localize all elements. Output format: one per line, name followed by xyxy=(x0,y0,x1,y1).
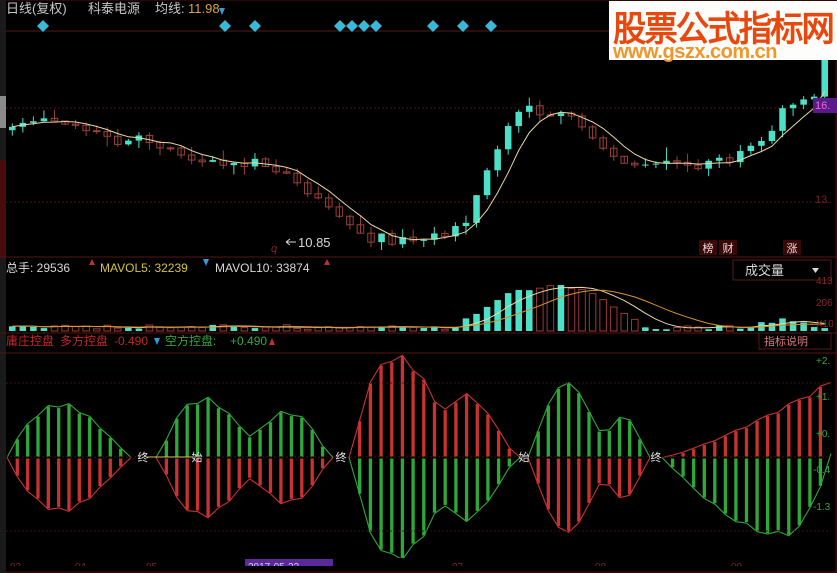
svg-text:MAVOL10: 33874: MAVOL10: 33874 xyxy=(215,261,310,275)
svg-text:始: 始 xyxy=(519,450,530,464)
svg-text:MAVOL5: 32239: MAVOL5: 32239 xyxy=(100,261,188,275)
svg-text:413: 413 xyxy=(816,276,833,287)
svg-text:总手: 29536: 总手: 29536 xyxy=(6,261,70,275)
svg-text:财: 财 xyxy=(723,241,734,255)
svg-text:+1.: +1. xyxy=(816,392,830,403)
svg-text:庸庄控盘: 庸庄控盘 xyxy=(6,333,54,348)
svg-text:榜: 榜 xyxy=(703,241,714,255)
svg-text:16.: 16. xyxy=(815,100,830,112)
svg-text:成交量: 成交量 xyxy=(745,263,784,278)
svg-text:始: 始 xyxy=(192,450,203,464)
svg-text:指标说明: 指标说明 xyxy=(764,334,808,348)
svg-text:空方控盘:: 空方控盘: xyxy=(165,333,216,348)
svg-text:终: 终 xyxy=(138,450,149,464)
svg-text:科泰电源: 科泰电源 xyxy=(88,1,140,16)
svg-text:均线:: 均线: xyxy=(155,1,185,16)
svg-text:终: 终 xyxy=(336,450,347,464)
svg-text:-1.3: -1.3 xyxy=(813,502,831,513)
svg-text:日线(复权): 日线(复权) xyxy=(6,1,67,16)
svg-text:-0.490: -0.490 xyxy=(114,334,148,348)
svg-text:-0.4: -0.4 xyxy=(813,465,831,476)
svg-text:www.gszx.com.cn: www.gszx.com.cn xyxy=(612,41,777,63)
svg-text:+0.: +0. xyxy=(816,429,830,440)
svg-text:多方控盘: 多方控盘 xyxy=(60,333,108,348)
svg-text:+2.: +2. xyxy=(816,356,830,367)
svg-text:终: 终 xyxy=(651,450,662,464)
svg-text:206: 206 xyxy=(816,298,833,309)
svg-text:涨: 涨 xyxy=(787,242,798,255)
svg-text:11.98: 11.98 xyxy=(188,1,220,16)
svg-text:10.85: 10.85 xyxy=(298,235,331,250)
svg-text:+0.490: +0.490 xyxy=(230,334,267,348)
svg-text:q: q xyxy=(271,243,278,255)
svg-text:13.: 13. xyxy=(815,194,830,206)
svg-text:X10: X10 xyxy=(816,319,834,330)
